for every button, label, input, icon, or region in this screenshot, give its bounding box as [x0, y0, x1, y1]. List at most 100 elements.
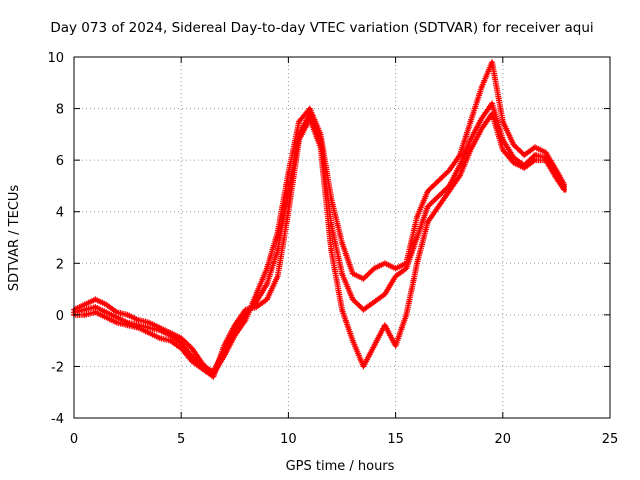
data-point	[394, 266, 398, 271]
data-point	[511, 143, 516, 147]
data-point	[179, 341, 183, 345]
data-point	[104, 315, 108, 320]
data-point	[436, 194, 441, 198]
data-point	[254, 292, 258, 296]
data-point	[383, 323, 387, 327]
y-tick-label: 0	[56, 309, 64, 324]
data-point	[83, 302, 87, 307]
data-point	[372, 300, 376, 304]
x-tick-label: 10	[280, 432, 297, 447]
y-tick-label: 2	[56, 257, 64, 272]
x-axis-label: GPS time / hours	[286, 459, 395, 474]
data-point	[222, 344, 226, 348]
data-point	[254, 305, 258, 309]
y-tick-label: 10	[47, 51, 64, 66]
data-point	[168, 333, 173, 338]
data-point	[83, 313, 87, 317]
data-point	[104, 302, 108, 307]
data-point	[372, 266, 376, 271]
series-markers	[71, 110, 567, 380]
data-point	[522, 153, 526, 157]
data-point	[361, 277, 366, 281]
data-point	[265, 266, 269, 271]
data-point	[490, 101, 494, 106]
data-point	[533, 153, 537, 157]
data-point	[318, 145, 323, 149]
data-point	[415, 261, 419, 265]
data-point	[340, 272, 344, 276]
data-point	[372, 344, 376, 348]
data-series	[71, 59, 567, 380]
data-point	[501, 119, 505, 124]
data-point	[340, 241, 344, 245]
data-point	[544, 150, 548, 155]
data-point	[490, 112, 494, 116]
y-tick-label: 6	[56, 154, 64, 169]
data-point	[308, 117, 312, 121]
data-point	[351, 339, 355, 343]
data-point	[136, 318, 140, 322]
data-point	[404, 266, 408, 271]
data-point	[276, 274, 280, 278]
data-point	[544, 158, 548, 162]
y-tick-label: 8	[56, 103, 64, 118]
data-point	[158, 336, 162, 340]
data-point	[308, 106, 312, 111]
data-point	[563, 189, 567, 193]
data-point	[469, 148, 473, 152]
data-point	[394, 274, 398, 278]
data-point	[190, 359, 194, 363]
data-point	[254, 300, 258, 304]
data-point	[104, 310, 108, 314]
data-point	[158, 328, 162, 332]
axis-ticks: 0 5 10 15 20 25 -4 -2 0 2 4 6 8 10	[47, 51, 618, 447]
data-point	[426, 204, 430, 209]
data-point	[201, 367, 205, 371]
y-tick-label: -4	[51, 412, 64, 427]
data-point	[361, 308, 366, 312]
data-point	[211, 375, 215, 379]
data-point	[404, 313, 408, 317]
data-point	[383, 261, 387, 265]
data-point	[383, 292, 387, 296]
data-point	[415, 215, 419, 219]
data-point	[415, 235, 419, 240]
series-track-3	[71, 110, 567, 380]
data-point	[83, 308, 87, 312]
data-point	[479, 127, 483, 131]
data-point	[361, 364, 366, 369]
data-point	[233, 323, 237, 327]
data-point	[436, 204, 441, 209]
data-point	[501, 148, 505, 152]
data-point	[447, 189, 451, 193]
data-point	[115, 315, 119, 320]
data-point	[533, 158, 537, 162]
x-tick-label: 15	[387, 432, 404, 447]
data-point	[147, 326, 151, 330]
data-point	[265, 282, 269, 286]
data-point	[297, 119, 301, 124]
data-point	[243, 308, 248, 312]
data-point	[265, 297, 269, 301]
y-tick-label: -2	[51, 360, 64, 375]
data-point	[297, 137, 301, 142]
data-point	[93, 305, 98, 309]
data-point	[147, 331, 151, 335]
data-point	[147, 320, 151, 325]
x-tick-label: 5	[177, 432, 185, 447]
data-point	[329, 197, 333, 201]
data-point	[136, 326, 140, 330]
data-point	[447, 168, 451, 173]
data-point	[469, 119, 473, 124]
data-point	[340, 308, 344, 312]
data-point	[469, 137, 473, 142]
data-point	[351, 297, 355, 301]
data-point	[286, 210, 290, 214]
data-point	[426, 189, 430, 193]
plot-frame	[73, 56, 611, 419]
data-point	[426, 220, 430, 224]
data-point	[479, 117, 483, 121]
data-point	[329, 248, 333, 252]
data-point	[126, 313, 130, 317]
